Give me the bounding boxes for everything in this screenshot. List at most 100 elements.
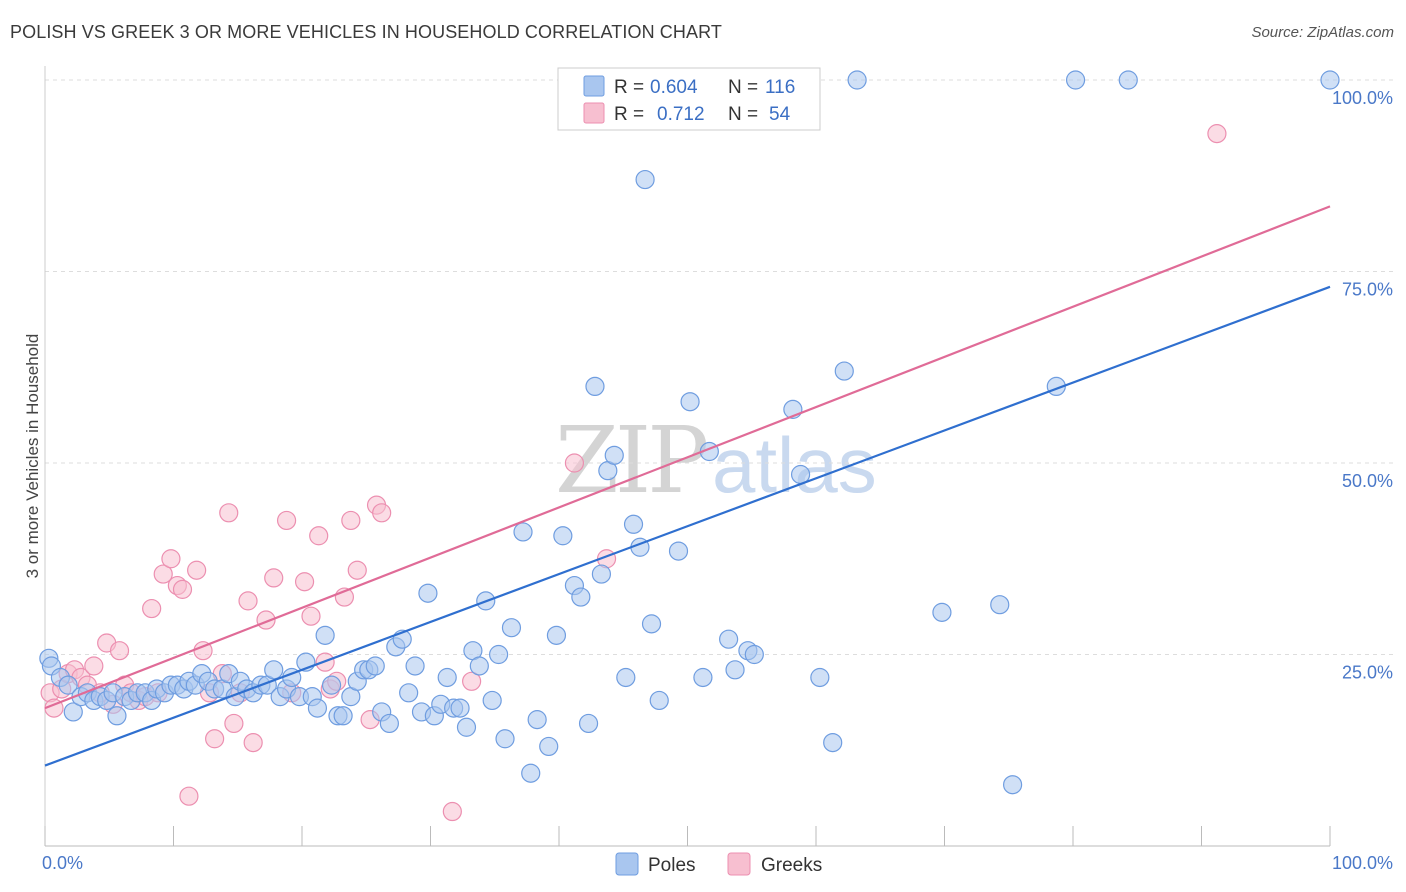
poles-point (649, 690, 669, 711)
poles-point (539, 736, 559, 757)
greeks-point (1207, 124, 1227, 144)
poles-point (668, 541, 689, 561)
bottom-legend-swatch-poles (615, 852, 639, 876)
source-credit: Source: ZipAtlas.com (1251, 24, 1394, 41)
y-tick-label: 25.0% (1342, 663, 1393, 683)
poles-point (810, 667, 830, 688)
greeks-point (442, 801, 462, 822)
poles-point (450, 698, 470, 718)
bottom-legend-swatch-greeks (727, 852, 751, 876)
poles-point (578, 713, 599, 734)
poles-point (719, 629, 739, 649)
poles-point (315, 625, 335, 645)
poles-point (365, 656, 385, 676)
poles-point (264, 660, 284, 680)
poles-point (546, 625, 567, 645)
poles-point (553, 526, 573, 546)
x-tick-label: 0.0% (42, 853, 83, 873)
greeks-point (142, 598, 162, 619)
correlation-legend: R = 0.604 N = 116 R = 0.712 N = 54 (557, 67, 821, 131)
legend-r-label-greeks: R = (614, 104, 644, 125)
axes (44, 66, 1331, 847)
poles-point (456, 717, 477, 737)
poles-point (489, 644, 509, 665)
poles-point (513, 522, 533, 542)
legend-swatch-greeks (583, 102, 605, 124)
poles-point (1003, 775, 1023, 795)
poles-point (495, 729, 515, 749)
greeks-point (161, 549, 181, 569)
greeks-point (224, 713, 244, 734)
greeks-point (301, 606, 321, 626)
greeks-point (462, 671, 482, 691)
legend-n-value-greeks: 54 (769, 104, 791, 125)
poles-point (1065, 70, 1086, 90)
poles-point (571, 587, 591, 607)
poles-point (379, 713, 399, 734)
poles-point (585, 376, 605, 396)
greeks-point (109, 641, 130, 661)
poles-point (107, 706, 127, 726)
legend-r-value-greeks: 0.712 (657, 104, 705, 125)
poles-point (616, 667, 636, 688)
poles-point (321, 675, 342, 695)
poles-point (482, 690, 502, 711)
poles-point (591, 564, 612, 584)
greeks-point (243, 732, 263, 753)
poles-point (725, 660, 745, 680)
greeks-point (372, 503, 392, 523)
greeks-point (205, 729, 225, 749)
greeks-point (294, 572, 315, 592)
poles-point (437, 667, 457, 688)
greeks-point (276, 510, 297, 531)
greeks-point (219, 503, 239, 523)
series-legend: Poles Greeks (615, 852, 822, 876)
poles-point (333, 706, 353, 726)
legend-r-label-poles: R = (614, 77, 644, 98)
greeks-point (347, 560, 367, 580)
poles-point (469, 656, 489, 676)
poles-point (847, 70, 867, 90)
poles-point (1320, 70, 1340, 90)
legend-n-value-poles: 116 (765, 77, 795, 98)
greeks-point (187, 560, 207, 580)
greeks-point (309, 526, 329, 546)
grid-lines (45, 79, 1395, 655)
greeks-point (238, 591, 258, 611)
poles-point (823, 732, 843, 753)
greeks-point (564, 453, 585, 473)
poles-point (418, 583, 438, 603)
poles-point (693, 667, 713, 688)
poles-point (641, 614, 662, 634)
legend-swatch-poles (583, 75, 605, 97)
legend-r-value-poles: 0.604 (650, 77, 698, 98)
poles-point (990, 595, 1010, 615)
greeks-point (84, 656, 104, 676)
x-tick-labels: 0.0% 100.0% (42, 853, 1393, 873)
poles-point (744, 644, 764, 665)
poles-point (680, 392, 700, 412)
greeks-trend-line (44, 205, 1331, 710)
poles-points (39, 70, 1340, 795)
poles-point (604, 445, 624, 465)
bottom-legend-greeks: Greeks (761, 855, 822, 876)
y-tick-labels: 25.0% 50.0% 75.0% 100.0% (1332, 88, 1393, 683)
bottom-legend-poles: Poles (648, 855, 696, 876)
y-tick-label: 75.0% (1342, 280, 1393, 300)
poles-point (501, 618, 522, 638)
greeks-point (153, 564, 173, 584)
y-tick-label: 100.0% (1332, 88, 1393, 108)
greeks-point (341, 510, 361, 531)
legend-n-label-poles: N = (728, 77, 758, 98)
poles-point (1118, 70, 1138, 90)
poles-point (58, 675, 78, 695)
poles-point (521, 763, 541, 783)
poles-point (527, 710, 547, 730)
y-tick-label: 50.0% (1342, 471, 1393, 491)
poles-point (399, 683, 419, 703)
chart-title: POLISH VS GREEK 3 OR MORE VEHICLES IN HO… (10, 22, 722, 42)
poles-point (623, 514, 644, 534)
y-axis-label: 3 or more Vehicles in Household (23, 334, 42, 579)
greeks-point (264, 568, 284, 588)
